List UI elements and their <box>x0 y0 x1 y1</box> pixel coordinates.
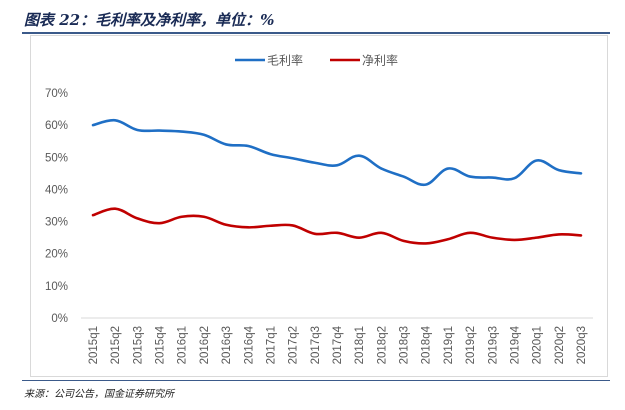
x-tick-label: 2019q1 <box>443 326 455 364</box>
x-tick-label: 2017q2 <box>288 326 300 364</box>
y-tick-label: 30% <box>45 217 68 229</box>
x-tick-label: 2019q3 <box>487 326 499 364</box>
legend-label-1: 毛利率 <box>267 53 303 68</box>
chart-title: 图表 22：毛利率及净利率，单位：% <box>24 11 275 29</box>
y-tick-label: 60% <box>45 120 68 132</box>
series-line-1 <box>91 118 583 187</box>
x-tick-label: 2019q4 <box>509 325 521 364</box>
x-tick-label: 2017q4 <box>332 325 344 364</box>
source-note: 来源：公司公告，国金证券研究所 <box>24 389 174 400</box>
footer-rule <box>22 380 610 381</box>
x-tick-label: 2020q1 <box>532 326 544 364</box>
x-tick-label: 2015q2 <box>110 326 122 364</box>
x-tick-label: 2020q3 <box>576 326 588 364</box>
title-rule <box>22 32 610 34</box>
x-tick-label: 2019q2 <box>465 326 477 364</box>
y-tick-label: 10% <box>45 281 68 293</box>
y-tick-label: 50% <box>45 152 68 164</box>
x-tick-label: 2016q1 <box>177 326 189 364</box>
y-tick-label: 0% <box>51 313 68 325</box>
axes: 0% 10% 20% 30% 40% 50% 60% 70% 2015q1 2015q2 2015q… <box>45 88 593 364</box>
series-line-2 <box>91 207 583 245</box>
x-tick-label: 2018q1 <box>354 326 366 364</box>
legend: 毛利率 净利率 <box>235 53 398 68</box>
x-tick-label: 2017q3 <box>310 326 322 364</box>
y-tick-label: 70% <box>45 88 68 100</box>
x-tick-label: 2016q4 <box>243 325 255 364</box>
x-tick-label: 2018q4 <box>421 325 433 364</box>
y-tick-label: 20% <box>45 249 68 261</box>
x-tick-label: 2015q3 <box>132 326 144 364</box>
x-tick-label: 2017q1 <box>265 326 277 364</box>
x-tick-label: 2015q1 <box>88 326 100 364</box>
chart-frame <box>30 35 608 377</box>
legend-label-2: 净利率 <box>362 53 398 68</box>
series-lines <box>91 118 583 245</box>
x-tick-label: 2016q2 <box>199 326 211 364</box>
y-tick-label: 40% <box>45 184 68 196</box>
x-tick-label: 2018q2 <box>376 326 388 364</box>
x-tick-label: 2015q4 <box>155 325 167 364</box>
x-tick-label: 2018q3 <box>399 326 411 364</box>
x-tick-label: 2020q2 <box>554 326 566 364</box>
x-tick-label: 2016q3 <box>221 326 233 364</box>
